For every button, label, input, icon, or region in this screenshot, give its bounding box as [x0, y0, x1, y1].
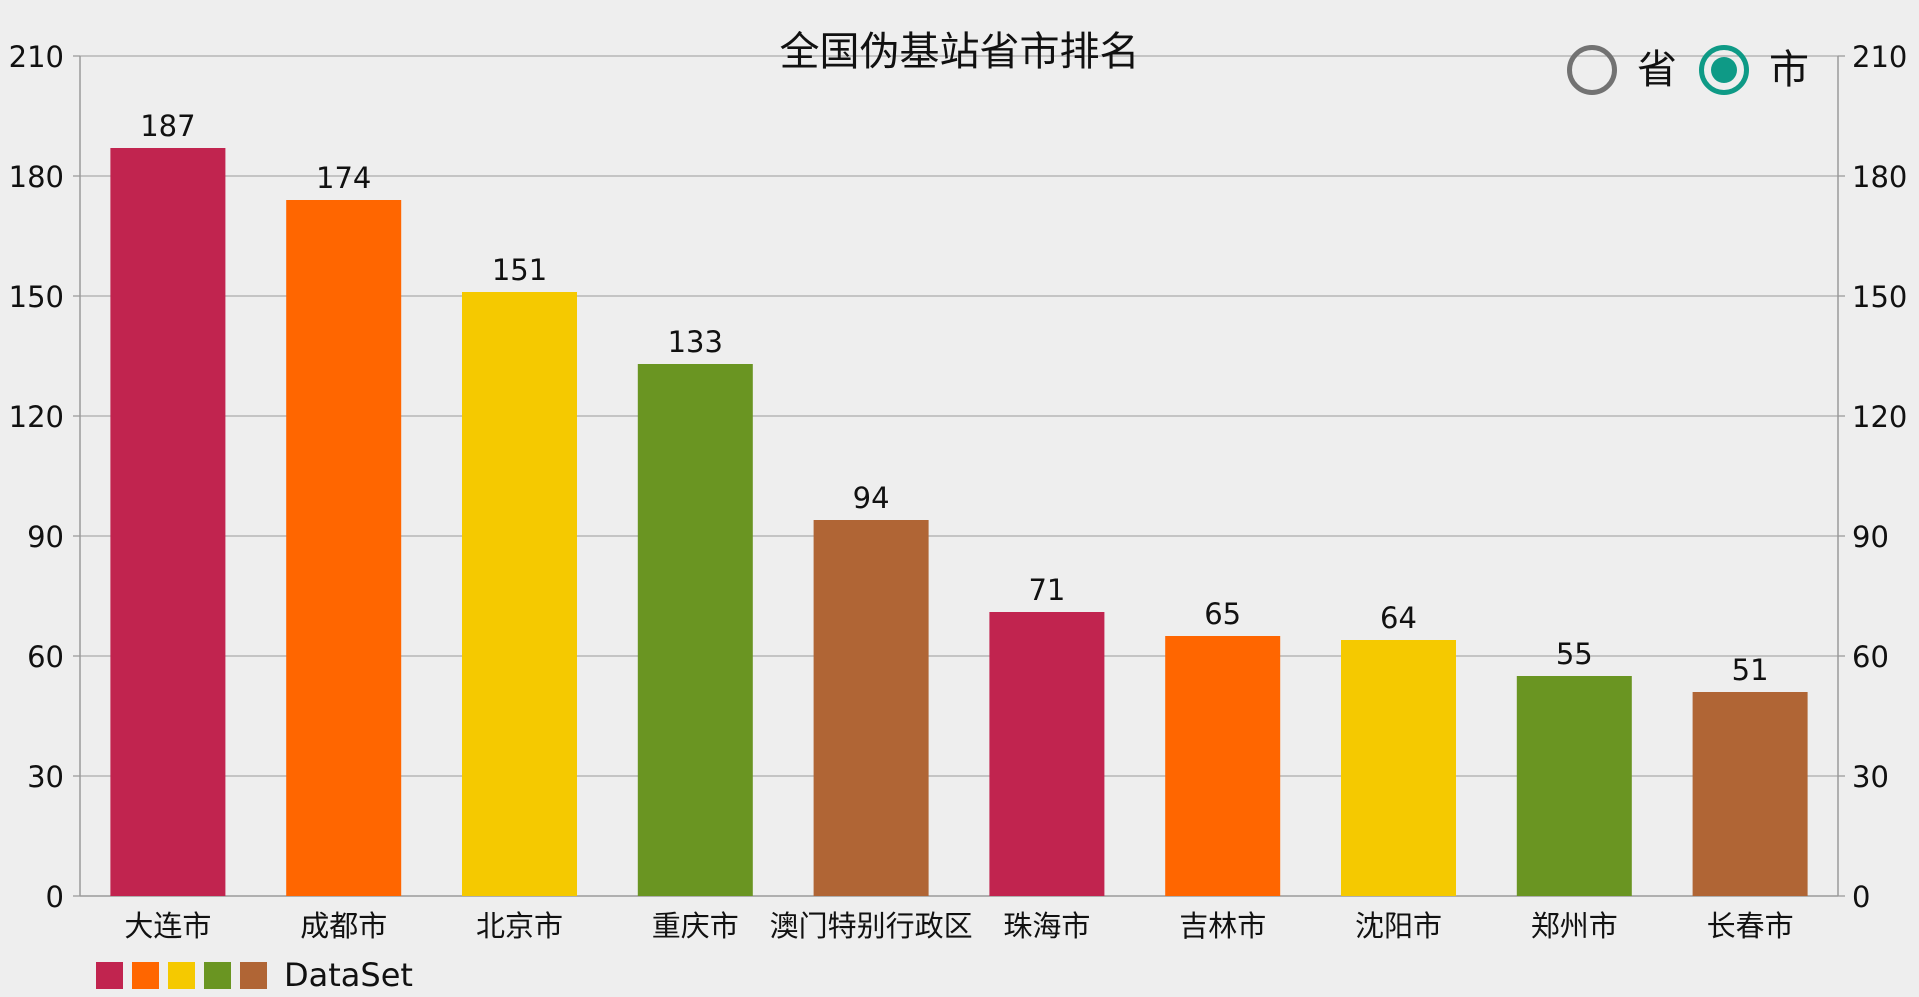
y-tick-label-left: 180	[9, 160, 64, 194]
data-label: 64	[1380, 601, 1417, 635]
legend-swatch	[240, 961, 267, 989]
bar[interactable]	[1692, 692, 1808, 896]
x-tick-label: 重庆市	[652, 909, 739, 943]
legend: DataSet	[96, 955, 413, 995]
radio-city-label: 市	[1769, 47, 1809, 93]
bar[interactable]	[1165, 636, 1281, 896]
legend-swatches	[96, 961, 276, 989]
y-tick-label-left: 210	[9, 40, 64, 74]
y-tick-label-right: 180	[1852, 160, 1907, 194]
bar[interactable]	[813, 520, 929, 896]
radio-dot-icon	[1711, 57, 1737, 83]
y-tick-label-right: 30	[1852, 760, 1889, 794]
y-tick-label-right: 90	[1852, 520, 1889, 554]
legend-swatch	[204, 961, 231, 989]
bar[interactable]	[110, 148, 226, 896]
y-tick-label-left: 60	[27, 640, 64, 674]
legend-swatch	[132, 961, 159, 989]
x-tick-label: 沈阳市	[1355, 909, 1442, 943]
x-tick-label: 吉林市	[1179, 909, 1266, 943]
legend-label: DataSet	[284, 956, 413, 994]
data-label: 187	[140, 109, 195, 143]
bar[interactable]	[1516, 676, 1632, 896]
x-tick-label: 郑州市	[1531, 909, 1618, 943]
bar[interactable]	[462, 292, 577, 896]
bar[interactable]	[637, 364, 753, 896]
y-tick-label-right: 60	[1852, 640, 1889, 674]
data-label: 71	[1028, 573, 1065, 607]
y-tick-label-right: 150	[1852, 280, 1907, 314]
x-tick-label: 长春市	[1707, 909, 1794, 943]
x-tick-label: 大连市	[124, 909, 211, 943]
radio-province-label: 省	[1637, 47, 1677, 93]
y-tick-label-left: 120	[9, 400, 64, 434]
data-label: 174	[316, 161, 371, 195]
y-tick-label-right: 210	[1852, 40, 1907, 74]
radio-unchecked-icon[interactable]	[1567, 45, 1617, 95]
x-tick-label: 北京市	[476, 909, 563, 943]
radio-city[interactable]: 市	[1699, 45, 1809, 95]
bar[interactable]	[989, 612, 1105, 896]
y-tick-label-left: 0	[46, 880, 64, 914]
legend-swatch	[96, 961, 123, 989]
radio-checked-icon[interactable]	[1699, 45, 1749, 95]
x-tick-label: 澳门特别行政区	[770, 909, 973, 943]
data-label: 65	[1204, 597, 1241, 631]
data-label: 51	[1732, 653, 1769, 687]
data-label: 151	[492, 253, 547, 287]
bar[interactable]	[1341, 640, 1456, 896]
data-label: 94	[853, 481, 890, 515]
bars	[110, 148, 1808, 896]
x-tick-label: 成都市	[300, 909, 387, 943]
x-tick-label: 珠海市	[1003, 909, 1090, 943]
province-city-toggle: 省 市	[1567, 38, 1809, 102]
y-tick-label-left: 90	[27, 520, 64, 554]
labels: 0 0 30 30 60 60 90 90 120 120 150 150 180 180 210 210 18…	[9, 40, 1908, 943]
data-label: 55	[1556, 637, 1593, 671]
bar[interactable]	[286, 200, 402, 896]
y-tick-label-right: 120	[1852, 400, 1907, 434]
y-tick-label-left: 30	[27, 760, 64, 794]
y-tick-label-right: 0	[1852, 880, 1870, 914]
y-tick-label-left: 150	[9, 280, 64, 314]
data-label: 133	[668, 325, 723, 359]
radio-province[interactable]: 省	[1567, 45, 1677, 95]
legend-swatch	[168, 961, 195, 989]
